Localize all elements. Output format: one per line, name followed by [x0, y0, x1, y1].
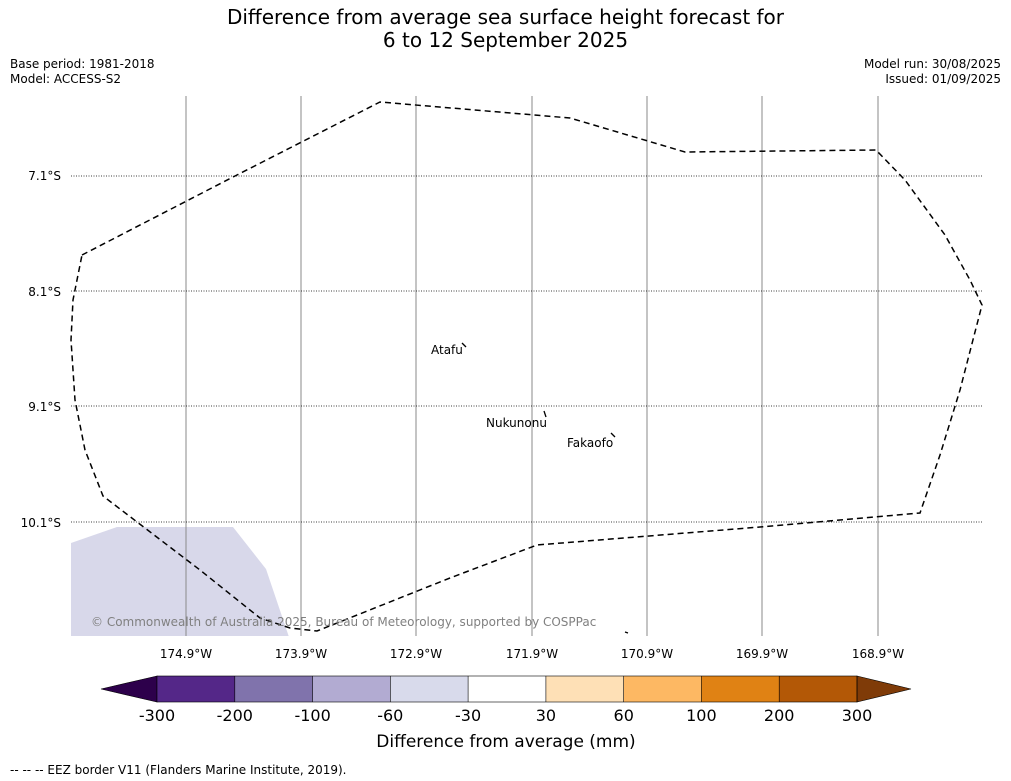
colorbar-tick-label: -300 [139, 706, 175, 725]
colorbar-segment [701, 676, 780, 702]
colorbar-segment [623, 676, 702, 702]
colorbar-segment [779, 676, 857, 702]
colorbar-tick-label: -60 [377, 706, 403, 725]
island-fakaofo [610, 432, 616, 438]
colorbar-segment [545, 676, 624, 702]
map-title: Difference from average sea surface heig… [0, 6, 1011, 52]
colorbar-tick-label: 300 [842, 706, 873, 725]
colorbar-tick-label: 30 [536, 706, 556, 725]
colorbar-segment [157, 676, 235, 702]
colorbar-tick-label: -200 [217, 706, 253, 725]
colorbar: -300 -200 -100 -60 -30 30 60 100 200 300… [100, 675, 912, 752]
lon-label: 169.9°W [736, 647, 788, 661]
lon-label: 171.9°W [506, 647, 558, 661]
issued-date: Issued: 01/09/2025 [885, 72, 1001, 86]
meta-left: Base period: 1981-2018 Model: ACCESS-S2 [10, 57, 155, 87]
colorbar-segment [234, 676, 313, 702]
colorbar-tick-label: -100 [294, 706, 330, 725]
lon-label: 172.9°W [390, 647, 442, 661]
place-label-fakaofo: Fakaofo [567, 436, 613, 450]
parallel-lines [71, 175, 982, 523]
lat-label: 8.1°S [28, 285, 61, 299]
colorbar-tick-label: -30 [455, 706, 481, 725]
colorbar-extend-high [856, 675, 912, 703]
colorbar-tick-label: 60 [614, 706, 634, 725]
meridian-lines [185, 96, 879, 636]
title-line-2: 6 to 12 September 2025 [382, 28, 629, 52]
place-label-atafu: Atafu [431, 343, 463, 357]
island-speck [624, 631, 629, 634]
colorbar-extend-low [100, 675, 158, 703]
lon-label: 170.9°W [621, 647, 673, 661]
model-run: Model run: 30/08/2025 [863, 57, 1001, 71]
colorbar-label: Difference from average (mm) [376, 732, 635, 752]
base-period: Base period: 1981-2018 [10, 57, 155, 71]
colorbar-segment [468, 676, 546, 702]
anomaly-region [71, 527, 289, 636]
islands [461, 342, 629, 634]
island-nukunonu [543, 410, 547, 418]
eez-border [70, 101, 983, 632]
lon-label: 174.9°W [160, 647, 212, 661]
lon-label: 173.9°W [275, 647, 327, 661]
copyright-notice: © Commonwealth of Australia 2025, Bureau… [91, 615, 596, 629]
model-name: Model: ACCESS-S2 [10, 72, 122, 86]
lat-label: 7.1°S [28, 169, 61, 183]
place-label-nukunonu: Nukunonu [486, 416, 547, 430]
colorbar-segment [390, 676, 469, 702]
colorbar-frame [156, 675, 858, 703]
eez-legend-note: -- -- -- EEZ border V11 (Flanders Marine… [10, 763, 347, 777]
island-atafu [461, 342, 467, 348]
colorbar-segment [312, 676, 391, 702]
colorbar-tick-label: 100 [686, 706, 717, 725]
lat-label: 9.1°S [28, 400, 61, 414]
lon-label: 168.9°W [852, 647, 904, 661]
colorbar-tick-label: 200 [764, 706, 795, 725]
meta-right: Model run: 30/08/2025 Issued: 01/09/2025 [864, 57, 1001, 87]
lat-label: 10.1°S [21, 516, 61, 530]
title-line-1: Difference from average sea surface heig… [226, 5, 785, 29]
